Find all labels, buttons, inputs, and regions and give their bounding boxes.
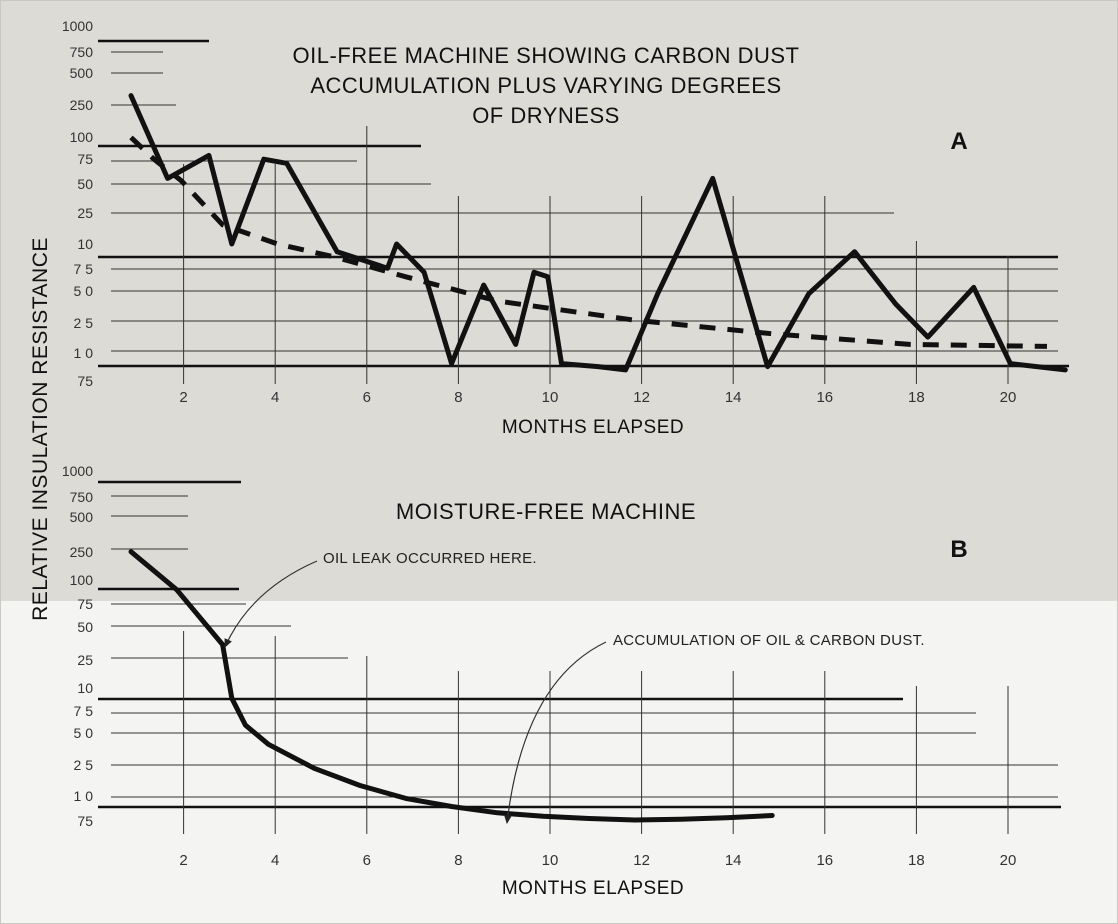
panel-a-y-tick-label: 250 (70, 97, 94, 113)
panel-b-x-tick-label: 10 (542, 852, 559, 869)
panel-b-y-tick-label: 1000 (62, 463, 93, 479)
panel-a-y-tick-label: 5 0 (74, 283, 94, 299)
panel-b-title-line: MOISTURE-FREE MACHINE (396, 499, 696, 524)
panel-b-x-tick-label: 18 (908, 852, 925, 869)
annotation-oil-leak: OIL LEAK OCCURRED HERE. (323, 550, 537, 567)
panel-a-y-tick-label: 75 (77, 373, 93, 389)
panel-a-x-tick-label: 8 (454, 389, 462, 406)
panel-a-y-tick-label: 100 (70, 129, 94, 145)
panel-b-label: B (950, 536, 967, 563)
panel-b-x-tick-label: 2 (179, 852, 187, 869)
panel-b-x-tick-label: 16 (816, 852, 833, 869)
y-axis-label: RELATIVE INSULATION RESISTANCE (29, 237, 52, 621)
panel-b-y-tick-label: 250 (70, 544, 94, 560)
panel-a-title-line: OIL-FREE MACHINE SHOWING CARBON DUST (293, 43, 800, 68)
panel-b-y-tick-label: 75 (77, 596, 93, 612)
panel-b-x-tick-label: 20 (1000, 852, 1017, 869)
panel-a-x-tick-label: 12 (633, 389, 650, 406)
panel-b-y-tick-label: 750 (70, 489, 94, 505)
panel-a-y-tick-label: 7 5 (74, 261, 94, 277)
panel-b-x-axis-label: MONTHS ELAPSED (502, 878, 684, 899)
panel-b-y-tick-label: 100 (70, 572, 94, 588)
annotation-accumulation: ACCUMULATION OF OIL & CARBON DUST. (613, 632, 925, 649)
panel-a-x-tick-label: 6 (363, 389, 371, 406)
panel-a-grid (98, 39, 1069, 384)
panel-a-title-line: ACCUMULATION PLUS VARYING DEGREES (310, 73, 781, 98)
panel-b-y-tick-label: 1 0 (74, 788, 94, 804)
panel-a-y-tick-label: 750 (70, 44, 94, 60)
panel-b-x-tick-label: 8 (454, 852, 462, 869)
panel-a-y-tick-label: 75 (77, 151, 93, 167)
annotation-oil-leak-arrow (224, 560, 318, 648)
panel-b-y-tick-label: 50 (77, 619, 93, 635)
panel-b-x-tick-label: 12 (633, 852, 650, 869)
panel-b-x-tick-label: 4 (271, 852, 279, 869)
panel-b-x-tick-label: 6 (363, 852, 371, 869)
panel-a-series-solid-line (128, 93, 1068, 373)
panel-a-series-dashed-line (129, 135, 1048, 349)
annotation-accumulation-arrow (503, 641, 607, 824)
panel-b-series-solid-line (128, 549, 775, 823)
panel-b-y-tick-label: 75 (77, 813, 93, 829)
panel-b-y-tick-label: 2 5 (74, 757, 94, 773)
panel-a-x-tick-label: 4 (271, 389, 279, 406)
panel-a-title-line: OF DRYNESS (472, 103, 620, 128)
panel-a-x-tick-label: 20 (1000, 389, 1017, 406)
panel-a-y-tick-label: 1000 (62, 18, 93, 34)
panel-a-y-tick-label: 50 (77, 176, 93, 192)
panel-b-y-tick-label: 5 0 (74, 725, 94, 741)
panel-a-y-tick-label: 10 (77, 236, 93, 252)
panel-a-y-tick-label: 2 5 (74, 315, 94, 331)
panel-a-x-tick-label: 10 (542, 389, 559, 406)
panel-b-y-tick-label: 7 5 (74, 703, 94, 719)
panel-a-x-tick-label: 16 (816, 389, 833, 406)
panel-b-y-tick-label: 10 (77, 680, 93, 696)
panel-a-x-tick-label: 18 (908, 389, 925, 406)
panel-b-y-tick-label: 500 (70, 509, 94, 525)
panel-a-label: A (950, 128, 967, 155)
panel-b-y-tick-label: 25 (77, 652, 93, 668)
panel-a-y-tick-label: 1 0 (74, 345, 94, 361)
panel-b-x-tick-label: 14 (725, 852, 742, 869)
panel-a-y-tick-label: 25 (77, 205, 93, 221)
panel-a-y-tick-label: 500 (70, 65, 94, 81)
panel-a-x-tick-label: 2 (179, 389, 187, 406)
panel-a-x-tick-label: 14 (725, 389, 742, 406)
panel-a-x-axis-label: MONTHS ELAPSED (502, 417, 684, 438)
